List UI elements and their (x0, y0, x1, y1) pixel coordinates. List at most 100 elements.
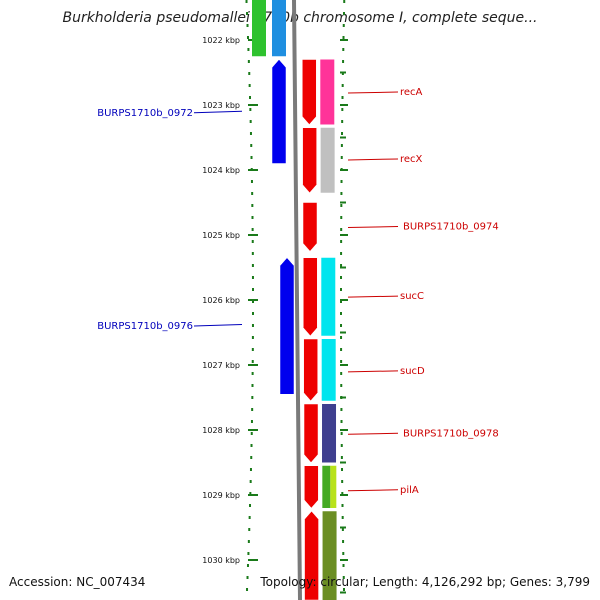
cog-bar (320, 127, 335, 193)
gene-burps1710b_0978 (303, 403, 319, 463)
tick-label: 1027 kbp (202, 361, 240, 370)
cog-bar (320, 59, 335, 125)
ruler-dot (245, 0, 248, 3)
ruler-dot (251, 372, 254, 375)
ruler-dot (249, 504, 252, 507)
ruler-dot (341, 528, 344, 531)
half-tick-mark (340, 136, 346, 139)
tick-mark (248, 234, 258, 236)
label-leader (193, 110, 243, 114)
ruler-dot (246, 564, 249, 567)
ruler-dot (340, 192, 343, 195)
ruler-dot (342, 588, 345, 591)
ruler-dot (250, 444, 253, 447)
gene-burps1710b_0972 (271, 59, 287, 164)
cog-bar (330, 465, 337, 508)
half-tick-mark (340, 71, 346, 74)
ruler-dot (251, 312, 254, 315)
chromosome-backbone (292, 0, 302, 600)
tick-mark (340, 234, 348, 236)
tick-mark (340, 559, 348, 561)
cog-bar (322, 465, 331, 508)
ruler-dot (340, 180, 343, 183)
half-tick-mark (340, 396, 346, 399)
ruler-dot (251, 276, 254, 279)
ruler-dot (248, 528, 251, 531)
ruler-dot (340, 300, 342, 303)
ruler-dot (250, 420, 253, 423)
ruler-dot (246, 588, 249, 591)
gene-succ (303, 257, 318, 337)
cog-bar (321, 257, 336, 336)
ruler-dot (249, 132, 252, 135)
ruler-dot (252, 300, 254, 303)
ruler-dot (340, 372, 343, 375)
ruler-dot (249, 492, 252, 495)
tick-mark (340, 169, 348, 171)
label-leader (347, 295, 399, 298)
ruler-dot (342, 48, 345, 51)
gene-sucd (303, 338, 318, 402)
gene-reca (302, 59, 317, 125)
ruler-dot (342, 540, 345, 543)
ruler-dot (251, 240, 254, 243)
half-tick-mark (340, 591, 346, 594)
ruler-dot (340, 348, 343, 351)
ruler-dot (246, 12, 249, 15)
ruler-dot (251, 396, 254, 399)
ruler-dot (342, 24, 345, 27)
ruler-dot (342, 552, 345, 555)
ruler-dot (249, 120, 252, 123)
ruler-dot (342, 576, 345, 579)
ruler-dot (249, 96, 252, 99)
ruler-dot (341, 468, 344, 471)
gene-arrow (304, 510, 319, 600)
gene-label-right: recA (400, 87, 423, 98)
ruler-dot (249, 480, 252, 483)
label-leader (193, 324, 243, 327)
tick-mark (248, 494, 258, 496)
ruler-dot (251, 408, 254, 411)
ruler-dot (340, 240, 343, 243)
tick-mark (248, 364, 258, 366)
ruler-dot (250, 456, 253, 459)
label-leader (347, 489, 399, 492)
ruler-dot (341, 120, 344, 123)
tick-label: 1023 kbp (202, 101, 240, 110)
ruler-dot (251, 288, 254, 291)
gene-burps1710b_0976 (279, 257, 295, 395)
tick-mark (340, 364, 348, 366)
ruler-dot (250, 432, 253, 435)
ruler-dot (340, 216, 343, 219)
ruler-dot (251, 384, 254, 387)
tick-label: 1025 kbp (202, 231, 240, 240)
tick-mark (248, 104, 258, 106)
gene-label-right: pilA (400, 485, 419, 496)
gene-label-right: recX (400, 154, 423, 165)
ruler-dot (340, 324, 343, 327)
ruler-dot (340, 408, 343, 411)
half-tick-mark (340, 526, 346, 529)
ruler-dot (340, 432, 343, 435)
label-leader (347, 91, 399, 94)
ruler-dot (340, 336, 343, 339)
ruler-dot (251, 204, 254, 207)
gene-label-right: BURPS1710b_0978 (403, 428, 499, 439)
ruler-dot (249, 468, 252, 471)
ruler-dot (342, 60, 345, 63)
ruler-dot (340, 156, 343, 159)
tick-label: 1026 kbp (202, 296, 240, 305)
summary-text: Topology: circular; Length: 4,126,292 bp… (260, 575, 590, 589)
ruler-dot (341, 132, 344, 135)
label-leader (347, 226, 399, 229)
ruler-dot (251, 264, 254, 267)
half-tick-mark (340, 331, 346, 334)
ruler-dot (246, 24, 249, 27)
ruler-dot (251, 252, 254, 255)
ruler-dot (340, 360, 343, 363)
ruler-dot (250, 156, 253, 159)
map-title: Burkholderia pseudomallei 1710b chromoso… (62, 10, 538, 26)
tick-label: 1029 kbp (202, 491, 240, 500)
ruler-dot (341, 84, 344, 87)
